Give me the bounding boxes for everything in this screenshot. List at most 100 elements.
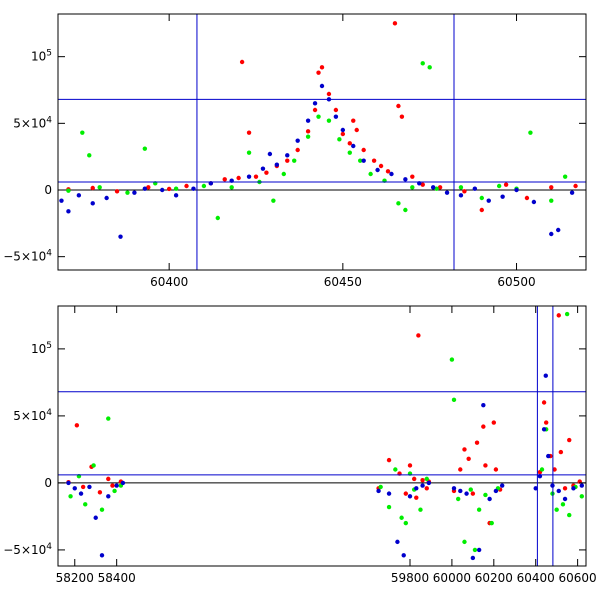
top-panel-point xyxy=(104,195,109,201)
bottom-panel-point xyxy=(481,424,486,429)
top-panel-point xyxy=(66,188,71,193)
top-panel-point xyxy=(285,158,290,163)
top-panel-point xyxy=(76,193,82,198)
bottom-panel-point xyxy=(466,456,471,461)
bottom-panel-point xyxy=(97,490,103,495)
bottom-panel-point xyxy=(564,311,570,317)
top-panel-x-tick-label: 60400 xyxy=(150,275,188,289)
bottom-panel-point xyxy=(393,467,398,472)
top-panel-point xyxy=(87,153,92,158)
top-panel-point xyxy=(347,150,352,155)
bottom-panel-point xyxy=(87,484,92,490)
bottom-panel-point xyxy=(464,491,469,496)
bottom-panel-point xyxy=(99,553,105,558)
top-panel-point xyxy=(80,130,85,135)
bottom-panel-point xyxy=(106,494,111,499)
top-panel-point xyxy=(368,171,373,177)
bottom-panel-point xyxy=(489,520,494,526)
bottom-panel-point xyxy=(470,555,476,561)
top-panel-y-tick-label: −5×104 xyxy=(3,249,52,264)
top-panel-point xyxy=(361,147,366,153)
top-panel-point xyxy=(118,234,123,239)
top-panel-point xyxy=(437,185,443,190)
top-panel-point xyxy=(385,169,391,174)
top-panel-point xyxy=(392,21,398,26)
bottom-panel-point xyxy=(399,515,404,520)
bottom-panel-point xyxy=(106,476,111,482)
bottom-panel-point xyxy=(455,496,461,502)
top-panel-point xyxy=(410,185,415,190)
bottom-panel-point xyxy=(420,483,425,488)
top-panel-point xyxy=(496,183,502,189)
top-panel-point xyxy=(514,187,519,193)
bottom-panel-point xyxy=(68,494,73,499)
bottom-panel-point xyxy=(579,483,585,488)
top-panel-point xyxy=(305,134,311,139)
bottom-panel-point xyxy=(451,397,457,403)
bottom-panel-point xyxy=(106,416,111,421)
bottom-panel-point xyxy=(474,440,480,445)
top-panel-plot-area xyxy=(58,14,586,270)
bottom-panel-point xyxy=(571,486,576,491)
bottom-panel-point xyxy=(449,357,455,362)
top-panel-point xyxy=(97,185,102,190)
top-panel-point xyxy=(528,130,533,135)
top-panel-point xyxy=(351,118,356,123)
top-panel-point xyxy=(340,131,346,137)
bottom-panel-plot-area xyxy=(58,306,586,566)
top-panel-frame xyxy=(57,13,587,271)
top-panel-x-tick-label: 60500 xyxy=(497,275,535,289)
bottom-panel-y-tick-label: 5×104 xyxy=(13,408,52,423)
bottom-panel-point xyxy=(476,547,482,553)
top-panel-point xyxy=(403,207,408,213)
top-panel-x-tick-label: 60450 xyxy=(324,275,362,289)
top-panel-point xyxy=(549,198,554,203)
top-panel-point xyxy=(427,65,432,70)
bottom-panel-x-tick-label: 60600 xyxy=(559,571,597,585)
top-panel-point xyxy=(371,158,377,163)
top-panel-point xyxy=(305,118,311,123)
top-panel-point xyxy=(260,166,266,171)
bottom-panel-point xyxy=(462,539,467,545)
top-panel-point xyxy=(246,174,252,179)
top-panel-point xyxy=(271,198,276,203)
bottom-panel-point xyxy=(386,457,392,463)
top-panel-point xyxy=(274,162,280,167)
top-panel-point xyxy=(184,183,189,189)
top-panel-point xyxy=(375,167,380,173)
bottom-panel-x-tick-label: 60200 xyxy=(475,571,513,585)
bottom-panel-y-tick-label: 105 xyxy=(31,341,52,356)
bottom-panel-y-tick-label: 0 xyxy=(44,476,52,490)
bottom-panel-point xyxy=(414,495,419,500)
top-panel-point xyxy=(305,129,311,134)
top-panel: 60400 60450 60500 −5×104 0 5×104 105 xyxy=(3,13,587,289)
top-panel-point xyxy=(347,141,352,146)
top-panel-point xyxy=(569,190,575,195)
top-panel-point xyxy=(201,183,207,189)
bottom-panel-point xyxy=(472,547,478,553)
top-panel-series-1 xyxy=(66,61,568,221)
bottom-panel-point xyxy=(411,476,417,482)
top-panel-point xyxy=(66,209,71,214)
top-panel-point xyxy=(142,146,148,151)
top-panel-point xyxy=(236,175,241,181)
top-panel-point xyxy=(361,158,366,163)
top-panel-point xyxy=(142,186,148,191)
bottom-panel-point xyxy=(493,467,499,472)
bottom-panel-point xyxy=(543,373,548,378)
top-panel-point xyxy=(420,182,425,187)
top-panel-point xyxy=(160,187,165,193)
bottom-panel-point xyxy=(78,491,84,496)
top-panel-point xyxy=(292,158,297,163)
bottom-panel-series-1 xyxy=(68,311,585,553)
bottom-panel-point xyxy=(487,496,492,502)
top-panel-point xyxy=(399,114,405,119)
bottom-panel-point xyxy=(66,480,71,486)
top-panel-point xyxy=(458,185,464,190)
top-panel-point xyxy=(316,70,321,75)
top-panel-point xyxy=(264,170,269,175)
bottom-panel-point xyxy=(556,488,561,494)
bottom-panel-point xyxy=(554,507,559,512)
top-panel-point xyxy=(326,91,332,97)
